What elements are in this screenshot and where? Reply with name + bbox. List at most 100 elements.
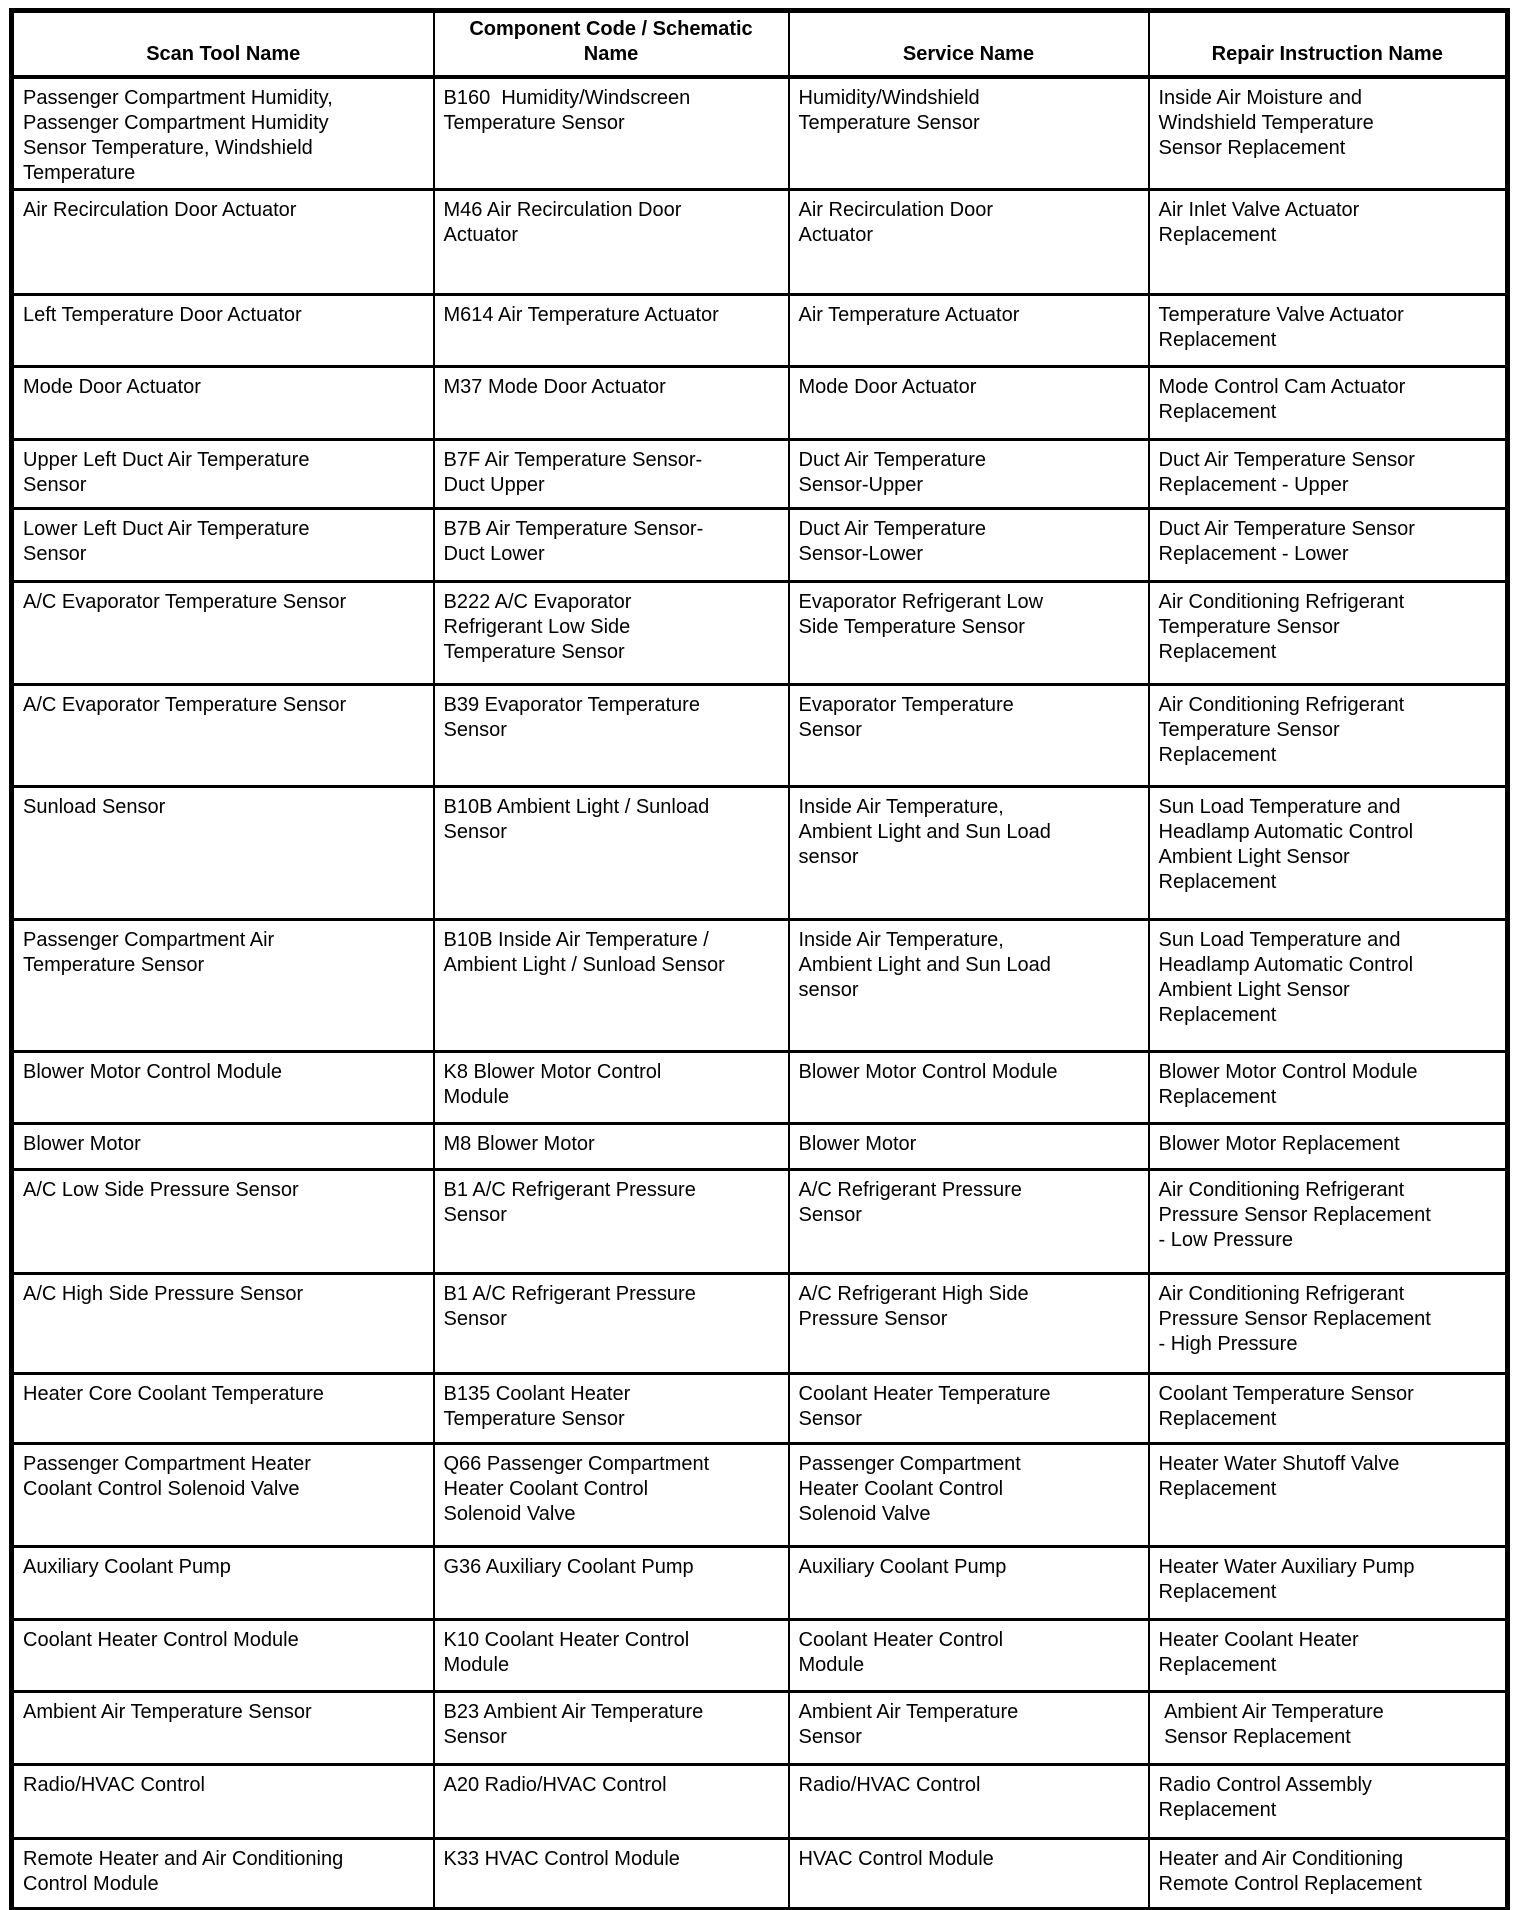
cell-service-name: Air Temperature Actuator	[787, 293, 1150, 368]
cell-service-name: Coolant Heater Temperature Sensor	[787, 1372, 1150, 1445]
cell-scan-tool: Auxiliary Coolant Pump	[10, 1545, 435, 1621]
cell-service-name: Humidity/Windshield Temperature Sensor	[787, 75, 1150, 191]
cell-scan-tool: Lower Left Duct Air Temperature Sensor	[10, 507, 435, 583]
cell-component-code: B160 Humidity/Windscreen Temperature Sen…	[432, 75, 790, 191]
table-row: Passenger Compartment Humidity, Passenge…	[10, 75, 1509, 191]
cell-component-code: G36 Auxiliary Coolant Pump	[432, 1545, 790, 1621]
cell-scan-tool: Air Recirculation Door Actuator	[10, 188, 435, 296]
table-row: Passenger Compartment Air Temperature Se…	[10, 918, 1509, 1053]
cell-component-code: Q66 Passenger Compartment Heater Coolant…	[432, 1442, 790, 1548]
cell-service-name: Evaporator Refrigerant Low Side Temperat…	[787, 580, 1150, 686]
cell-repair-instruction: Mode Control Cam Actuator Replacement	[1147, 365, 1509, 441]
cell-component-code: B1 A/C Refrigerant Pressure Sensor	[432, 1272, 790, 1375]
cell-repair-instruction: Heater Water Shutoff Valve Replacement	[1147, 1442, 1509, 1548]
table-row: Passenger Compartment Heater Coolant Con…	[10, 1442, 1509, 1548]
cell-repair-instruction: Blower Motor Control Module Replacement	[1147, 1050, 1509, 1125]
cell-scan-tool: Coolant Heater Control Module	[10, 1618, 435, 1693]
table-row: Blower Motor Control Module K8 Blower Mo…	[10, 1050, 1509, 1125]
table-header: Scan Tool Name Component Code / Schemati…	[10, 9, 1509, 79]
document-page: Scan Tool Name Component Code / Schemati…	[0, 8, 1536, 1910]
cell-scan-tool: A/C Evaporator Temperature Sensor	[10, 683, 435, 788]
table-row: Air Recirculation Door Actuator M46 Air …	[10, 188, 1509, 296]
cell-scan-tool: Passenger Compartment Humidity, Passenge…	[10, 75, 435, 191]
table-row: Ambient Air Temperature Sensor B23 Ambie…	[10, 1690, 1509, 1766]
table-row: Heater Core Coolant Temperature B135 Coo…	[10, 1372, 1509, 1445]
cell-scan-tool: A/C Evaporator Temperature Sensor	[10, 580, 435, 686]
cell-service-name: A/C Refrigerant High Side Pressure Senso…	[787, 1272, 1150, 1375]
cell-scan-tool: Remote Heater and Air Conditioning Contr…	[10, 1837, 435, 1910]
cell-scan-tool: Blower Motor	[10, 1122, 435, 1171]
cell-service-name: Evaporator Temperature Sensor	[787, 683, 1150, 788]
cell-repair-instruction: Duct Air Temperature Sensor Replacement …	[1147, 507, 1509, 583]
table-row: Lower Left Duct Air Temperature Sensor B…	[10, 507, 1509, 583]
cell-repair-instruction: Heater and Air Conditioning Remote Contr…	[1147, 1837, 1509, 1910]
cell-repair-instruction: Air Conditioning Refrigerant Temperature…	[1147, 580, 1509, 686]
cell-scan-tool: Passenger Compartment Heater Coolant Con…	[10, 1442, 435, 1548]
cell-repair-instruction: Sun Load Temperature and Headlamp Automa…	[1147, 918, 1509, 1053]
column-header-scan-tool-name: Scan Tool Name	[10, 9, 435, 79]
column-header-service-name: Service Name	[787, 9, 1150, 79]
cell-repair-instruction: Blower Motor Replacement	[1147, 1122, 1509, 1171]
cell-repair-instruction: Temperature Valve Actuator Replacement	[1147, 293, 1509, 368]
cell-scan-tool: Mode Door Actuator	[10, 365, 435, 441]
cell-scan-tool: Radio/HVAC Control	[10, 1763, 435, 1840]
cell-repair-instruction: Air Conditioning Refrigerant Pressure Se…	[1147, 1272, 1509, 1375]
cell-component-code: B39 Evaporator Temperature Sensor	[432, 683, 790, 788]
cell-repair-instruction: Heater Coolant Heater Replacement	[1147, 1618, 1509, 1693]
table-row: A/C High Side Pressure Sensor B1 A/C Ref…	[10, 1272, 1509, 1375]
cell-component-code: M8 Blower Motor	[432, 1122, 790, 1171]
cell-repair-instruction: Air Inlet Valve Actuator Replacement	[1147, 188, 1509, 296]
cell-service-name: Duct Air Temperature Sensor-Lower	[787, 507, 1150, 583]
table-row: Upper Left Duct Air Temperature Sensor B…	[10, 438, 1509, 510]
table-row: Mode Door Actuator M37 Mode Door Actuato…	[10, 365, 1509, 441]
header-row: Scan Tool Name Component Code / Schemati…	[10, 9, 1509, 79]
cell-component-code: B222 A/C Evaporator Refrigerant Low Side…	[432, 580, 790, 686]
cell-scan-tool: Passenger Compartment Air Temperature Se…	[10, 918, 435, 1053]
cell-scan-tool: Blower Motor Control Module	[10, 1050, 435, 1125]
cell-repair-instruction: Sun Load Temperature and Headlamp Automa…	[1147, 785, 1509, 921]
cell-service-name: HVAC Control Module	[787, 1837, 1150, 1910]
cell-scan-tool: Left Temperature Door Actuator	[10, 293, 435, 368]
table-row: A/C Low Side Pressure Sensor B1 A/C Refr…	[10, 1168, 1509, 1275]
cell-repair-instruction: Air Conditioning Refrigerant Pressure Se…	[1147, 1168, 1509, 1275]
cell-repair-instruction: Coolant Temperature Sensor Replacement	[1147, 1372, 1509, 1445]
cell-service-name: Passenger Compartment Heater Coolant Con…	[787, 1442, 1150, 1548]
cell-service-name: Air Recirculation Door Actuator	[787, 188, 1150, 296]
cell-component-code: A20 Radio/HVAC Control	[432, 1763, 790, 1840]
cell-service-name: Duct Air Temperature Sensor-Upper	[787, 438, 1150, 510]
cell-component-code: K8 Blower Motor Control Module	[432, 1050, 790, 1125]
cell-service-name: Blower Motor Control Module	[787, 1050, 1150, 1125]
cell-service-name: Ambient Air Temperature Sensor	[787, 1690, 1150, 1766]
table-row: Radio/HVAC Control A20 Radio/HVAC Contro…	[10, 1763, 1509, 1840]
column-header-component-code: Component Code / Schematic Name	[432, 9, 790, 79]
cell-component-code: B10B Inside Air Temperature / Ambient Li…	[432, 918, 790, 1053]
scan-tool-reference-table: Scan Tool Name Component Code / Schemati…	[9, 8, 1510, 1910]
cell-component-code: B1 A/C Refrigerant Pressure Sensor	[432, 1168, 790, 1275]
table-body: Passenger Compartment Humidity, Passenge…	[10, 75, 1509, 1910]
cell-service-name: A/C Refrigerant Pressure Sensor	[787, 1168, 1150, 1275]
cell-repair-instruction: Ambient Air Temperature Sensor Replaceme…	[1147, 1690, 1509, 1766]
cell-component-code: B7F Air Temperature Sensor- Duct Upper	[432, 438, 790, 510]
table-row: Coolant Heater Control Module K10 Coolan…	[10, 1618, 1509, 1693]
table-row: Remote Heater and Air Conditioning Contr…	[10, 1837, 1509, 1910]
cell-component-code: B23 Ambient Air Temperature Sensor	[432, 1690, 790, 1766]
table-row: A/C Evaporator Temperature Sensor B222 A…	[10, 580, 1509, 686]
cell-repair-instruction: Radio Control Assembly Replacement	[1147, 1763, 1509, 1840]
cell-service-name: Inside Air Temperature, Ambient Light an…	[787, 918, 1150, 1053]
cell-service-name: Coolant Heater Control Module	[787, 1618, 1150, 1693]
column-header-repair-instruction: Repair Instruction Name	[1147, 9, 1509, 79]
cell-service-name: Blower Motor	[787, 1122, 1150, 1171]
cell-service-name: Radio/HVAC Control	[787, 1763, 1150, 1840]
cell-component-code: B10B Ambient Light / Sunload Sensor	[432, 785, 790, 921]
cell-scan-tool: A/C High Side Pressure Sensor	[10, 1272, 435, 1375]
cell-component-code: B7B Air Temperature Sensor- Duct Lower	[432, 507, 790, 583]
cell-component-code: K33 HVAC Control Module	[432, 1837, 790, 1910]
cell-scan-tool: A/C Low Side Pressure Sensor	[10, 1168, 435, 1275]
cell-component-code: B135 Coolant Heater Temperature Sensor	[432, 1372, 790, 1445]
table-row: Auxiliary Coolant Pump G36 Auxiliary Coo…	[10, 1545, 1509, 1621]
cell-scan-tool: Heater Core Coolant Temperature	[10, 1372, 435, 1445]
cell-service-name: Auxiliary Coolant Pump	[787, 1545, 1150, 1621]
cell-repair-instruction: Duct Air Temperature Sensor Replacement …	[1147, 438, 1509, 510]
table-row: Left Temperature Door Actuator M614 Air …	[10, 293, 1509, 368]
cell-component-code: M614 Air Temperature Actuator	[432, 293, 790, 368]
